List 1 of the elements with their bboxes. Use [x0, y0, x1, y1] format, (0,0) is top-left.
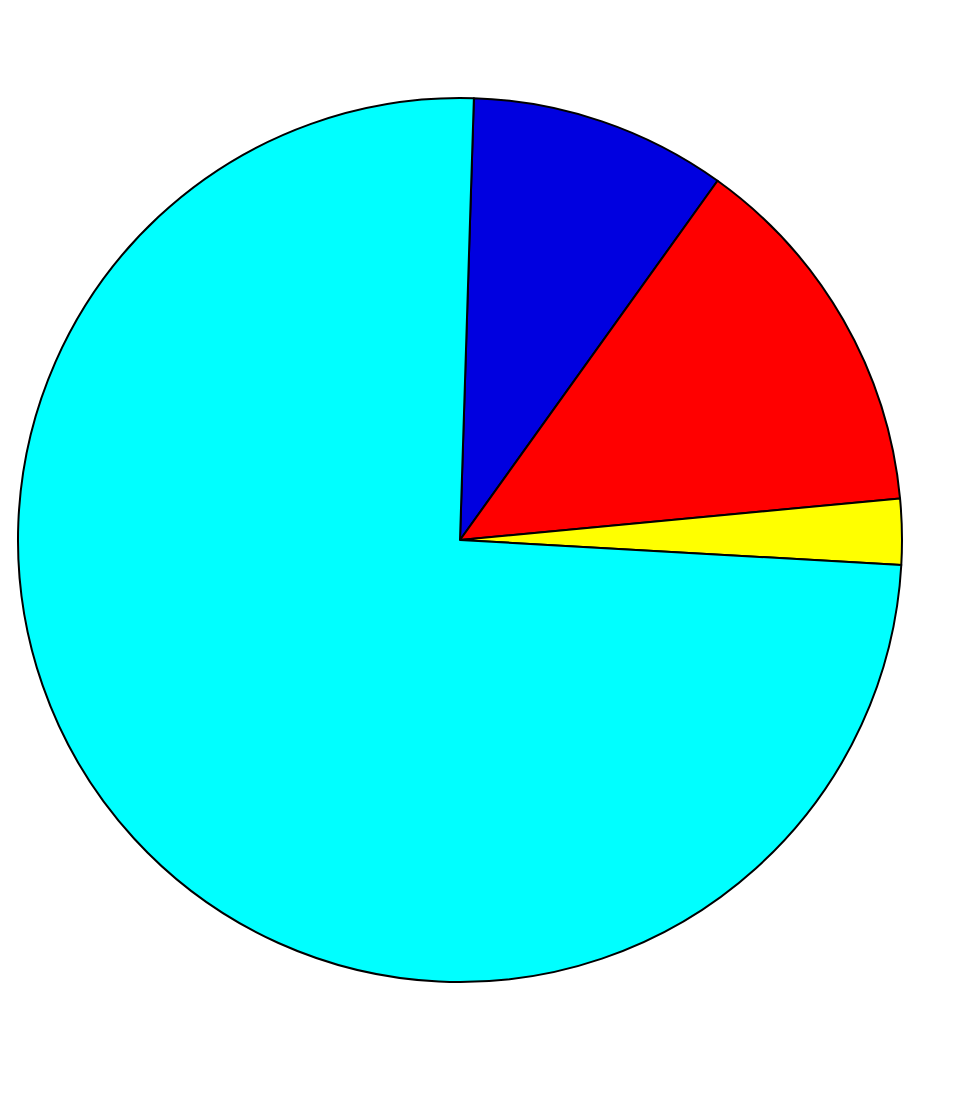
pie-slice	[17, 97, 903, 983]
